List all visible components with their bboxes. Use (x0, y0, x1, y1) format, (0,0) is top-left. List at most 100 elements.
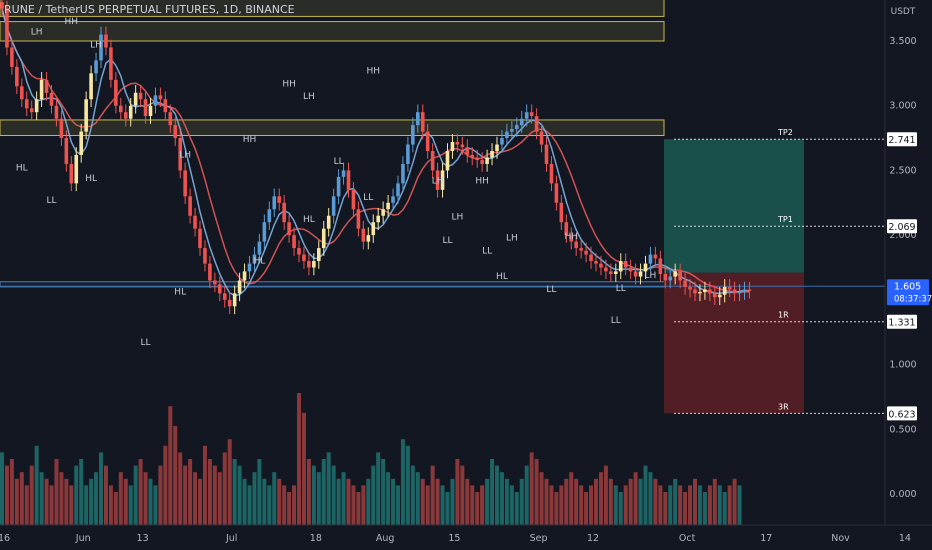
volume-bar (396, 485, 400, 525)
candle-body (5, 8, 9, 48)
candle-body (158, 95, 163, 100)
volume-bar (277, 478, 282, 525)
candle-body (381, 209, 385, 216)
volume-bar (415, 472, 420, 525)
volume-bar (584, 492, 589, 525)
structure-label-HL: HL (85, 174, 97, 184)
structure-label-HL: HL (16, 163, 28, 173)
volume-bar (465, 478, 470, 525)
volume-bar (262, 478, 267, 525)
candle-body (510, 129, 514, 132)
volume-bar (232, 459, 237, 525)
time-tick-label: Nov (831, 533, 850, 544)
candle-body (178, 138, 182, 171)
volume-bar (361, 485, 366, 525)
candle-body (312, 261, 316, 268)
candle-body (54, 105, 59, 119)
volume-bar (49, 485, 54, 525)
structure-label-LH: LH (90, 40, 102, 50)
candle-body (727, 286, 732, 290)
candle-body (445, 151, 450, 171)
volume-bar (153, 485, 158, 525)
candle-body (272, 196, 277, 210)
volume-bar (202, 445, 207, 525)
volume-bar (14, 478, 19, 525)
time-tick-label: Jun (75, 533, 91, 544)
candle-body (579, 248, 583, 251)
candle-body (198, 228, 202, 249)
volume-bar (386, 472, 391, 525)
volume-bar (128, 485, 133, 525)
volume-bar (79, 459, 84, 525)
candle-body (440, 170, 445, 190)
structure-label-HL: HL (303, 215, 315, 225)
candle-body (109, 47, 113, 80)
candle-body (594, 261, 598, 264)
candle-body (0, 2, 4, 9)
candle-body (604, 267, 608, 272)
candle-body (713, 293, 717, 298)
candle-body (336, 176, 341, 197)
candle-body (668, 276, 673, 281)
loss-zone (664, 272, 804, 414)
candle-body (143, 99, 148, 117)
time-tick-label: 13 (137, 533, 149, 544)
candle-body (653, 254, 658, 259)
volume-bar (247, 485, 252, 525)
candle-body (455, 141, 460, 145)
candle-body (425, 131, 430, 152)
candle-body (227, 299, 232, 307)
volume-bar (400, 439, 405, 525)
candle-body (618, 261, 623, 272)
candle-body (623, 261, 628, 268)
symbol-title[interactable]: RUNE / TetherUS PERPETUAL FUTURES, 1D, B… (4, 3, 295, 16)
last-price-tag (887, 279, 929, 306)
volume-bar (84, 485, 89, 525)
volume-bar (143, 472, 148, 525)
structure-label-LH: LH (31, 28, 43, 38)
candle-body (361, 228, 366, 242)
volume-bar (514, 492, 519, 525)
volume-bar (272, 472, 277, 525)
price-tick-label: 2.000 (889, 230, 916, 241)
candle-body (193, 215, 197, 229)
candle-body (69, 163, 74, 184)
volume-bar (371, 465, 376, 525)
candle-body (475, 157, 479, 161)
candle-body (282, 202, 286, 223)
volume-bar (326, 452, 331, 525)
structure-label-LH: LH (645, 271, 657, 281)
last-price-countdown: 08:37:37 (894, 294, 932, 304)
volume-bar (306, 459, 311, 525)
volume-bar (113, 492, 118, 525)
candle-body (346, 170, 351, 190)
price-tick-label: 2.500 (889, 165, 916, 176)
ma-fast-line (1, 8, 750, 297)
last-price-value: 1.605 (894, 281, 921, 292)
candle-body (247, 263, 252, 272)
volume-bar (108, 485, 113, 525)
volume-bar (569, 472, 574, 525)
candle-body (138, 92, 143, 100)
volume-bar (217, 472, 222, 525)
candle-body (104, 34, 108, 48)
level-price-tag-3R (887, 406, 917, 421)
candle-body (658, 258, 663, 274)
candle-body (430, 151, 435, 171)
volume-bar (495, 465, 499, 525)
candle-body (534, 116, 539, 132)
candle-body (406, 144, 410, 164)
volume-bar (118, 472, 123, 525)
volume-bar (148, 478, 153, 525)
structure-label-HH: HH (475, 176, 489, 186)
volume-bar (44, 478, 49, 525)
level-price-tag-TP2 (887, 132, 917, 147)
volume-bar (89, 478, 94, 525)
time-tick-label: Sep (530, 533, 548, 544)
candle-body (292, 235, 296, 249)
price-tick-label: 0.000 (889, 489, 916, 500)
candle-body (15, 66, 19, 87)
candle-body (183, 170, 187, 197)
